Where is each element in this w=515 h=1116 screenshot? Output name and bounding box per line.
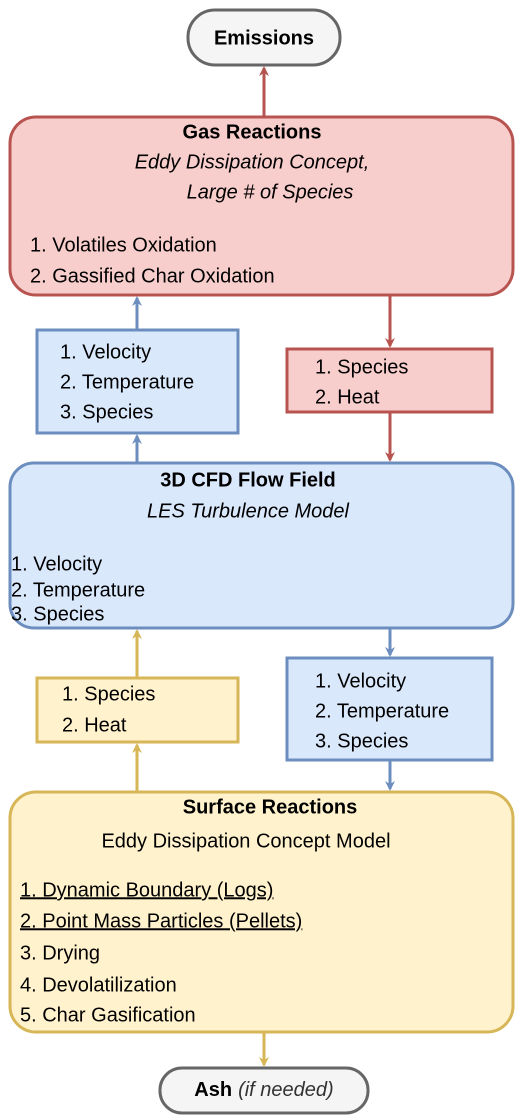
node-item: 3. Species: [11, 603, 104, 625]
node-item: 1. Volatiles Oxidation: [30, 234, 217, 256]
box-item: 1. Species: [315, 356, 408, 378]
node-item: 3. Drying: [20, 942, 100, 964]
ash-title: Ash: [194, 1079, 232, 1101]
box-item: 2. Temperature: [60, 371, 194, 393]
box-item: 2. Heat: [62, 714, 127, 736]
node-subtitle: Eddy Dissipation Concept,: [135, 151, 370, 173]
node-item: 2. Point Mass Particles (Pellets): [20, 910, 302, 932]
surface-reactions-node: [8, 790, 515, 1034]
node-subtitle: Large # of Species: [187, 181, 354, 203]
box-item: 1. Species: [62, 683, 155, 705]
box-item: 1. Velocity: [315, 670, 406, 692]
node-item: 2. Temperature: [11, 579, 145, 601]
node-item: 5. Char Gasification: [20, 1004, 196, 1026]
cfd-node: [8, 461, 515, 630]
ash-node: [158, 1066, 370, 1115]
node-item: 2. Gassified Char Oxidation: [30, 265, 275, 287]
ash-note: (if needed): [238, 1079, 334, 1101]
emissions-label: Emissions: [214, 27, 314, 49]
surface-to-flow-box: [35, 676, 240, 744]
gas-to-flow-box: [285, 347, 494, 414]
arrows: [132, 66, 395, 1067]
box-item: 3. Species: [315, 730, 408, 752]
flow-to-surface-box: [285, 656, 494, 762]
box-item: 2. Temperature: [315, 700, 449, 722]
node-subtitle: LES Turbulence Model: [147, 500, 350, 522]
box-item: 1. Velocity: [60, 341, 151, 363]
emissions-node: [186, 8, 342, 67]
node-subtitle: Eddy Dissipation Concept Model: [101, 830, 390, 852]
box-item: 2. Heat: [315, 386, 380, 408]
node-title: 3D CFD Flow Field: [160, 469, 336, 491]
node-title: Gas Reactions: [183, 121, 322, 143]
box-item: 3. Species: [60, 401, 153, 423]
ash-label: Ash (if needed): [194, 1079, 333, 1101]
node-title: Surface Reactions: [183, 796, 358, 818]
gas-reactions-node: [8, 115, 515, 297]
node-item: 1. Dynamic Boundary (Logs): [20, 879, 273, 901]
node-item: 1. Velocity: [11, 553, 102, 575]
node-item: 4. Devolatilization: [20, 974, 177, 996]
flow-to-gas-box: [35, 328, 240, 435]
